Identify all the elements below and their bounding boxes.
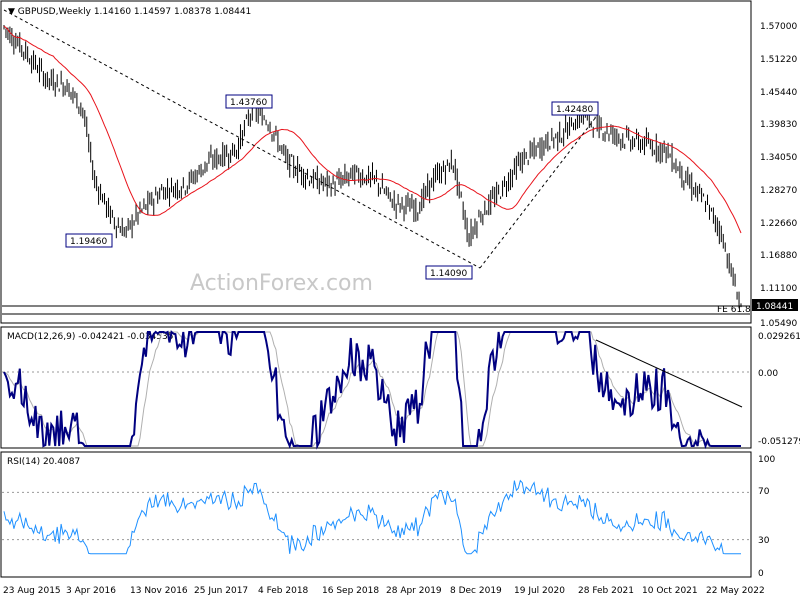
macd-tick-label: -0.051279 [758, 437, 800, 447]
rsi-tick-label: 100 [758, 455, 775, 465]
price-tick-label: 1.34050 [760, 153, 797, 163]
time-tick-label: 22 May 2022 [706, 586, 765, 596]
time-tick-label: 4 Feb 2018 [258, 586, 309, 596]
fib-label: FE 61.8 [717, 305, 751, 315]
price-annotation-label: 1.19460 [70, 237, 107, 247]
time-tick-label: 23 Aug 2015 [3, 586, 61, 596]
ohlc-readout: 1.14160 1.14597 1.08378 1.08441 [94, 7, 251, 17]
price-annotation-label: 1.42480 [556, 105, 593, 115]
current-price-label: 1.08441 [756, 302, 793, 312]
current-price-box [752, 299, 798, 311]
time-tick-label: 13 Nov 2016 [130, 586, 188, 596]
price-annotation-box [225, 94, 273, 109]
time-tick-label: 25 Jun 2017 [194, 586, 248, 596]
annotations: 1.43760 1.19460 1.14090 1.42480 [65, 94, 599, 280]
price-tick-label: 1.22660 [760, 219, 797, 229]
rsi-title: RSI(14) 20.4087 [7, 457, 80, 467]
time-tick-label: 3 Apr 2016 [66, 586, 116, 596]
time-tick-label: 19 Jul 2020 [514, 586, 565, 596]
price-tick-label: 1.16880 [760, 251, 797, 261]
time-axis: 23 Aug 2015 3 Apr 2016 13 Nov 2016 25 Ju… [3, 586, 765, 596]
price-annotation-box [65, 233, 113, 248]
chart-title: ▼ GBPUSD,Weekly 1.14160 1.14597 1.08378 … [8, 7, 251, 17]
rsi-tick-label: 30 [758, 536, 770, 546]
macd-tick-label: 0.00 [758, 369, 778, 379]
watermark: ActionForex.com [190, 271, 373, 296]
rsi-tick-label: 0 [758, 569, 764, 579]
main-panel [0, 0, 752, 324]
price-tick-label: 1.51220 [760, 55, 797, 65]
price-annotation-label: 1.14090 [430, 269, 467, 279]
rsi-line [3, 479, 741, 555]
price-annotation-box [425, 265, 473, 280]
downtrend-line [3, 9, 481, 269]
price-tick-label: 1.11100 [760, 284, 797, 294]
candles [3, 25, 742, 309]
rsi-tick-label: 70 [758, 487, 770, 497]
macd-line [3, 330, 741, 450]
macd-trendline [595, 339, 743, 408]
price-tick-label: 1.28270 [760, 186, 797, 196]
price-annotation-label: 1.43760 [230, 98, 267, 108]
time-tick-label: 8 Dec 2019 [450, 586, 502, 596]
macd-lines [2, 330, 750, 450]
rsi-lines [2, 479, 750, 555]
price-tick-label: 1.57000 [760, 22, 797, 32]
symbol-label: GBPUSD,Weekly [18, 7, 92, 17]
overlays [2, 9, 750, 315]
price-annotation-box [551, 101, 599, 116]
time-tick-label: 28 Feb 2021 [578, 586, 634, 596]
price-axis: 1.57000 1.51220 1.45440 1.39830 1.34050 … [760, 22, 797, 329]
price-tick-label: 1.45440 [760, 88, 797, 98]
macd-tick-label: 0.029261 [758, 332, 800, 342]
uptrend-line [479, 116, 597, 269]
price-tick-label: 1.39830 [760, 120, 797, 130]
moving-average-line [3, 25, 742, 234]
time-tick-label: 16 Sep 2018 [322, 586, 379, 596]
price-tick-label: 1.05490 [760, 319, 797, 329]
time-tick-label: 28 Apr 2019 [386, 586, 442, 596]
dropdown-arrow-icon[interactable]: ▼ [8, 7, 15, 17]
macd-title: MACD(12,26,9) -0.042421 -0.034535 [7, 332, 173, 342]
time-tick-label: 10 Oct 2021 [642, 586, 698, 596]
